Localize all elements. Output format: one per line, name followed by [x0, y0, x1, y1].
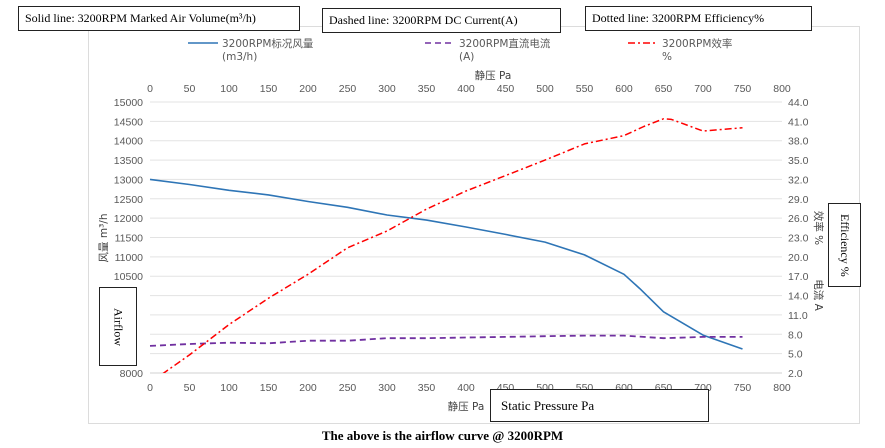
y-left-tick-label: 12000 [114, 213, 143, 225]
legend-label: 3200RPM直流电流 [459, 37, 551, 50]
y-right-tick-label: 17.0 [788, 271, 809, 283]
y-right-tick-label: 29.0 [788, 194, 809, 206]
legend-unit: (A) [459, 51, 474, 63]
y-right-tick-label: 14.0 [788, 291, 809, 303]
x-bottom-tick-label: 50 [184, 382, 196, 394]
y-left-tick-label: 13000 [114, 174, 143, 186]
y-right-tick-label: 32.0 [788, 174, 809, 186]
y-right-axis-title-current: 电流 A [812, 279, 825, 311]
legend-label: 3200RPM标况风量 [222, 38, 314, 50]
static-pressure-annotation: Static Pressure Pa [490, 389, 709, 422]
legend-label: 3200RPM效率 [662, 37, 732, 50]
dotted-line-text: Dotted line: 3200RPM Efficiency% [592, 11, 765, 25]
x-top-tick-label: 700 [694, 83, 712, 95]
x-top-tick-label: 750 [734, 83, 752, 95]
efficiency-annotation: Efficiency % [828, 203, 861, 287]
y-left-tick-label: 12500 [114, 194, 143, 206]
x-top-tick-label: 250 [339, 83, 357, 95]
y-right-tick-label: 41.0 [788, 116, 809, 128]
x-top-tick-label: 100 [220, 83, 238, 95]
x-top-tick-label: 300 [378, 83, 396, 95]
dotted-line-annotation: Dotted line: 3200RPM Efficiency% [585, 6, 812, 31]
efficiency-text: Efficiency % [838, 213, 852, 277]
x-top-tick-label: 500 [536, 83, 554, 95]
chart-frame [88, 26, 860, 424]
x-top-tick-label: 650 [655, 83, 673, 95]
y-right-tick-label: 5.0 [788, 349, 803, 361]
x-bottom-tick-label: 100 [220, 382, 238, 394]
airflow-annotation: Airflow [99, 287, 137, 366]
series-line-1 [149, 178, 743, 350]
y-right-tick-label: 38.0 [788, 136, 809, 148]
x-top-tick-label: 450 [497, 83, 515, 95]
y-right-tick-label: 2.0 [788, 368, 803, 380]
x-top-tick-label: 350 [418, 83, 436, 95]
chart-caption: The above is the airflow curve @ 3200RPM [321, 428, 564, 443]
y-left-tick-label: 14500 [114, 116, 143, 128]
solid-line-text: Solid line: 3200RPM Marked Air Volume(m³… [25, 11, 256, 25]
y-left-tick-label: 15000 [114, 97, 143, 109]
y-right-tick-label: 26.0 [788, 213, 809, 225]
x-bottom-tick-label: 150 [260, 382, 278, 394]
x-top-tick-label: 800 [773, 83, 791, 95]
y-right-tick-label: 11.0 [788, 310, 808, 322]
y-left-tick-label: 14000 [114, 136, 143, 148]
x-top-tick-label: 400 [457, 83, 475, 95]
solid-line-annotation: Solid line: 3200RPM Marked Air Volume(m³… [18, 6, 300, 31]
x-top-tick-label: 150 [260, 83, 278, 95]
x-top-tick-label: 0 [147, 83, 153, 95]
x-top-tick-label: 50 [184, 83, 196, 95]
dashed-line-annotation: Dashed line: 3200RPM DC Current(A) [322, 8, 561, 33]
y-left-tick-label: 10500 [114, 271, 143, 283]
x-bottom-axis-title: 静压 Pa [448, 400, 485, 413]
y-right-tick-label: 20.0 [788, 252, 809, 264]
y-right-tick-label: 44.0 [788, 97, 809, 109]
y-right-axis-title-efficiency: 效率 % [812, 211, 825, 245]
x-bottom-tick-label: 400 [457, 382, 475, 394]
y-left-tick-label: 11500 [115, 233, 144, 245]
airflow-text: Airflow [111, 307, 126, 346]
x-bottom-tick-label: 200 [299, 382, 317, 394]
y-left-tick-label: 8000 [120, 368, 144, 380]
x-bottom-tick-label: 300 [378, 382, 396, 394]
legend-unit: % [662, 51, 672, 63]
legend-unit: (m3/h) [222, 51, 257, 63]
x-top-axis-title: 静压 Pa [475, 69, 512, 82]
x-top-tick-label: 600 [615, 83, 633, 95]
y-right-tick-label: 8.0 [788, 329, 803, 341]
static-pressure-text: Static Pressure Pa [501, 397, 595, 413]
x-bottom-tick-label: 250 [339, 382, 357, 394]
y-right-tick-label: 23.0 [788, 233, 809, 245]
series-line-3 [162, 118, 743, 373]
x-bottom-tick-label: 800 [773, 382, 791, 394]
series-line-2 [149, 334, 743, 347]
y-right-tick-label: 35.0 [788, 155, 809, 167]
x-bottom-tick-label: 0 [147, 382, 153, 394]
y-left-tick-label: 11000 [115, 252, 144, 264]
x-top-tick-label: 550 [576, 83, 594, 95]
dashed-line-text: Dashed line: 3200RPM DC Current(A) [329, 13, 518, 27]
x-bottom-tick-label: 750 [734, 382, 752, 394]
x-bottom-tick-label: 350 [418, 382, 436, 394]
y-left-axis-title: 风量 m³/h [98, 214, 110, 263]
x-top-tick-label: 200 [299, 83, 317, 95]
y-left-tick-label: 13500 [114, 155, 143, 167]
